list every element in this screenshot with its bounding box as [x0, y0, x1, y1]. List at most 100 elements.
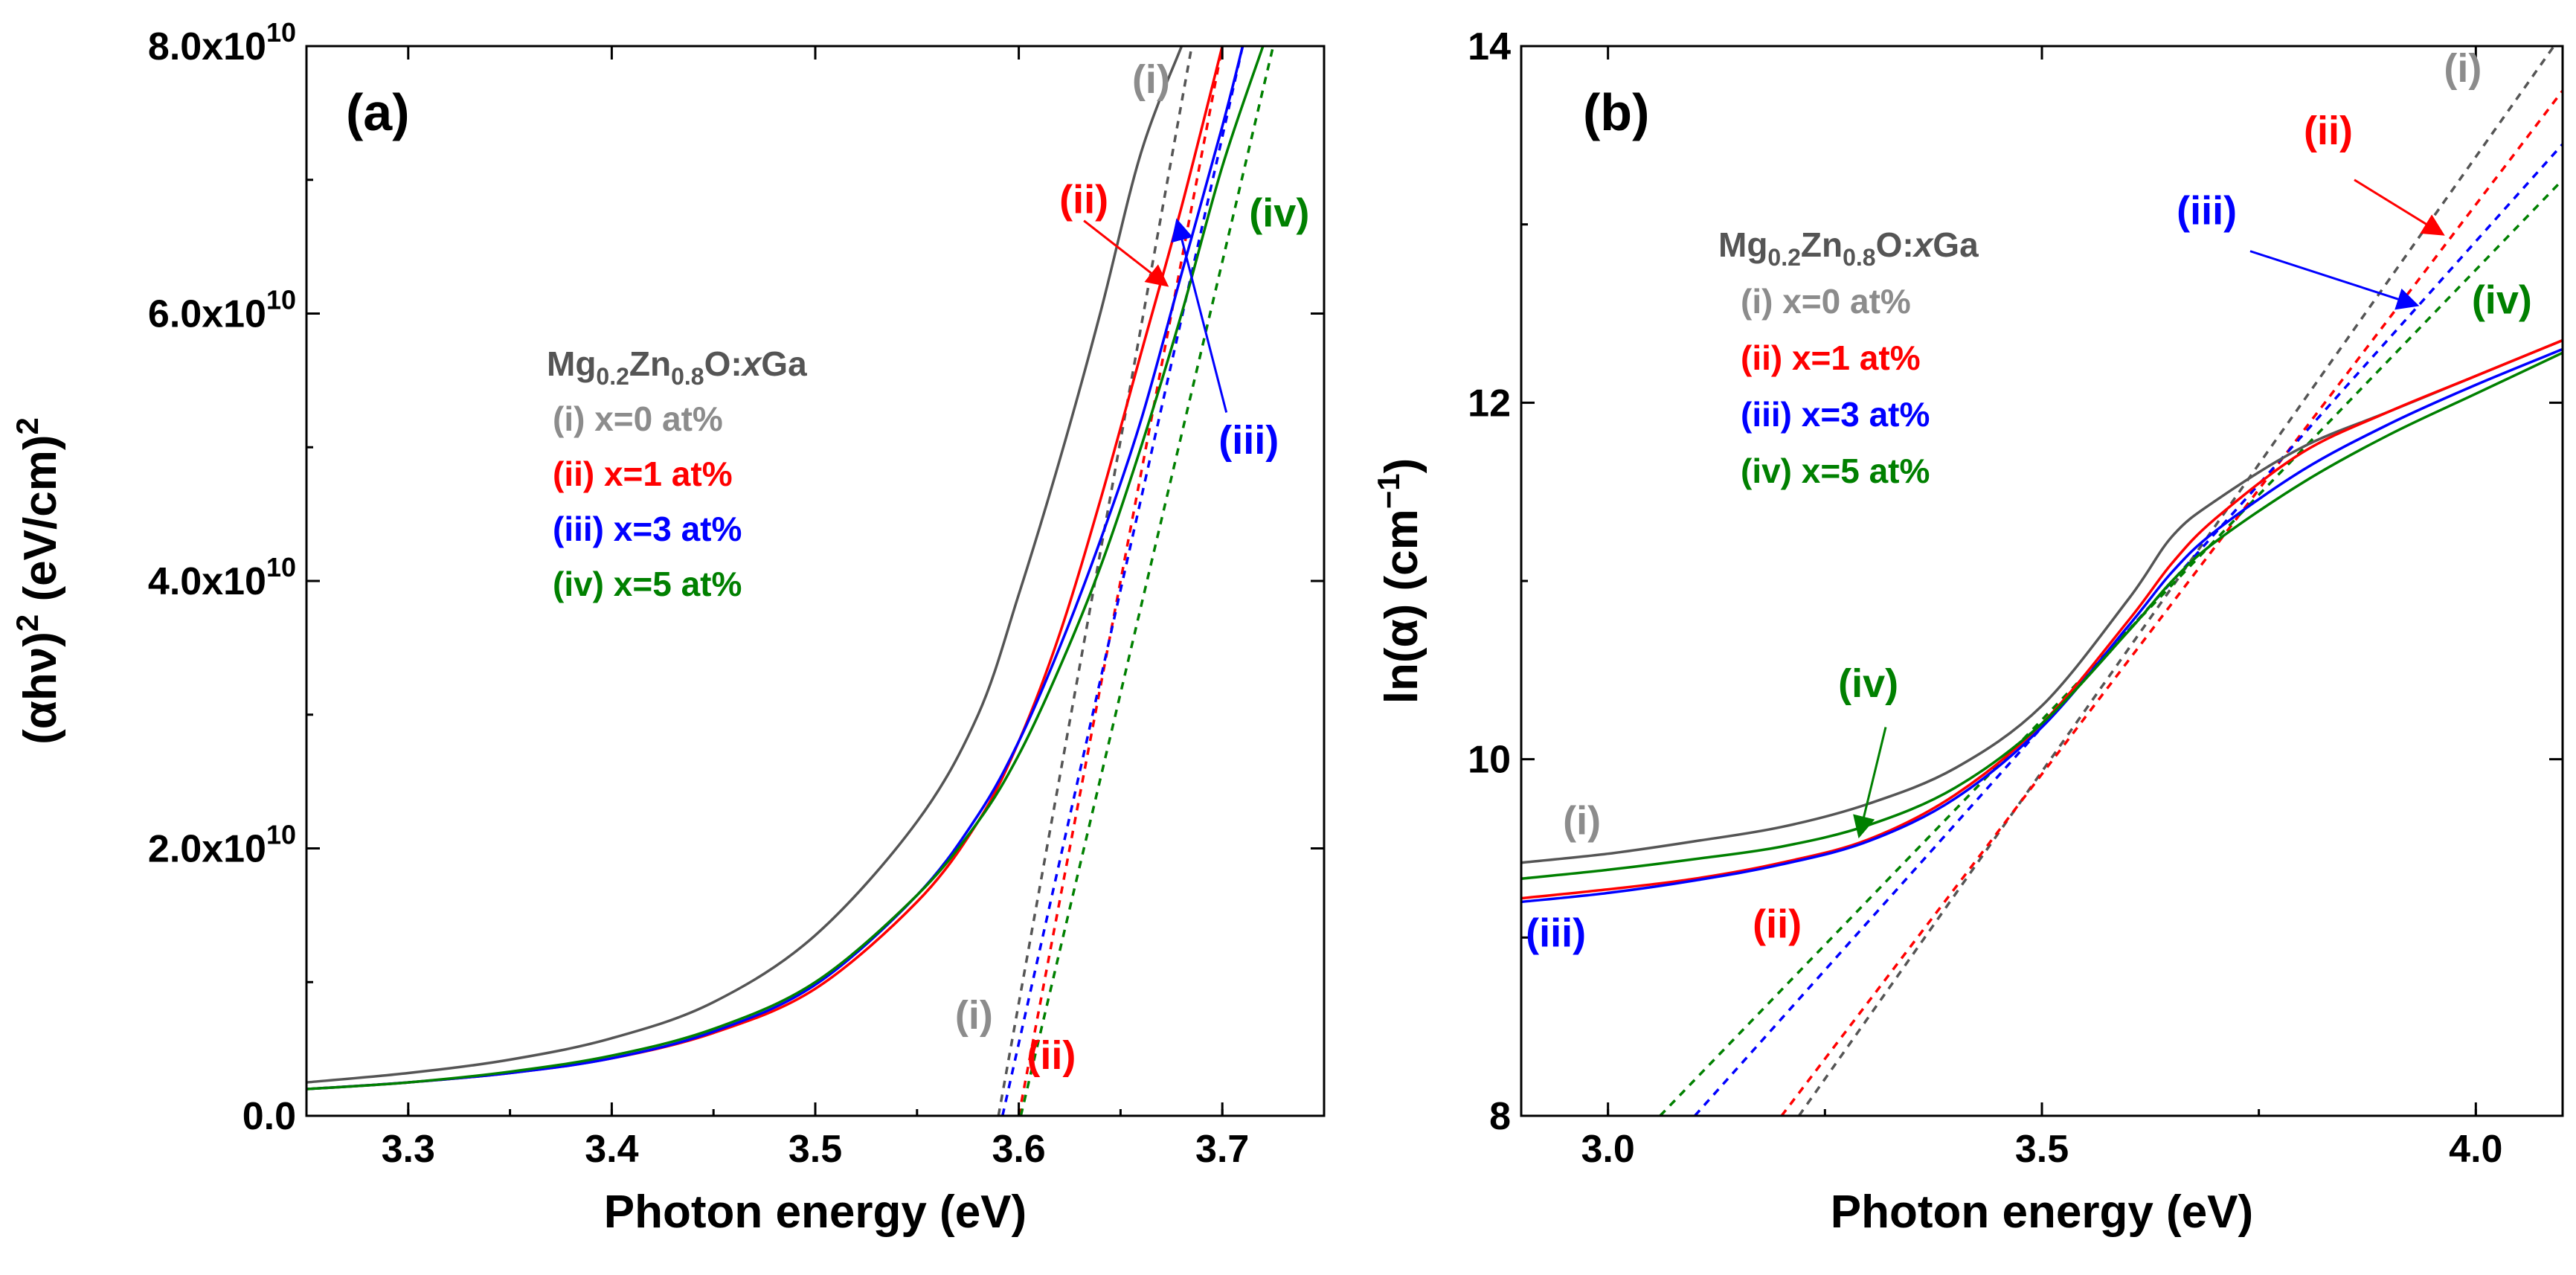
panel-b: 3.0 3.5 4.0 8 10 12 14 Photon energy (eV) ln(α) …	[1371, 25, 2564, 1238]
legend-title-part: Mg	[1718, 225, 1767, 264]
y-tick-base: 2.0x10	[148, 828, 266, 871]
y-tick-exp: 10	[266, 285, 296, 315]
x-tick-label: 3.3	[382, 1128, 435, 1171]
legend-title-part: 0.8	[671, 363, 704, 390]
series-line-1	[306, 46, 1183, 1084]
y-tick-label: 2.0x1010	[148, 820, 296, 871]
annotation-label: (iii)	[1218, 418, 1279, 463]
annotation-label: (i)	[2444, 46, 2482, 91]
legend-title-part: O:	[704, 344, 742, 383]
y-tick-label: 4.0x1010	[148, 552, 296, 603]
legend-entry-3: (iii) x=3 at%	[553, 510, 742, 548]
y-title-main: (αhν)	[15, 632, 66, 745]
y-tick-exp: 10	[266, 17, 296, 48]
legend-entry-2: (ii) x=1 at%	[553, 455, 733, 493]
annotation-label: (ii)	[1027, 1033, 1076, 1078]
legend-title-part: Zn	[629, 344, 671, 383]
annotation-label: (ii)	[2304, 109, 2353, 153]
y-tick-label: 8.0x1010	[148, 17, 296, 68]
legend-title-part: x	[740, 344, 763, 383]
x-tick-label: 3.6	[992, 1128, 1045, 1171]
annotation-label: (ii)	[1753, 902, 1802, 946]
legend-title-part: 0.2	[1767, 244, 1800, 271]
y-tick-base: 14	[1468, 25, 1511, 68]
series-line-3	[1521, 347, 2563, 904]
legend-title-part: O:	[1876, 225, 1914, 264]
annotation-label: (ii)	[1059, 178, 1108, 222]
fit-line-2	[1017, 46, 1224, 1116]
series-line-2	[1521, 338, 2563, 900]
y-axis-title: ln(α) (cm−1)	[1371, 458, 1427, 704]
annotation-label: (iv)	[2472, 278, 2532, 323]
legend-title-part: Ga	[761, 344, 807, 383]
annotation-label: (i)	[1132, 57, 1170, 102]
y-tick-label: 8	[1489, 1095, 1511, 1138]
legend-title-part: 0.8	[1843, 244, 1875, 271]
fit-line-2	[1780, 89, 2563, 1116]
y-axis-title: (αhν)2 (eV/cm)2	[10, 417, 66, 745]
fit-line-4	[1659, 179, 2563, 1116]
annotation-arrow	[2249, 250, 2420, 310]
legend-title: Mg0.2Zn0.8O:xGa	[1718, 225, 1979, 271]
y-title-rest: )	[1376, 458, 1427, 474]
y-tick-exp: 10	[266, 820, 296, 850]
x-tick-label: 3.5	[788, 1128, 842, 1171]
panel-label: (a)	[346, 83, 410, 141]
y-title-main: ln(α) (cm	[1376, 509, 1427, 704]
y-tick-base: 8.0x10	[148, 25, 266, 68]
x-tick-label: 3.5	[2015, 1128, 2069, 1171]
legend-title-part: Mg	[547, 344, 596, 383]
series-line-1	[1521, 338, 2563, 864]
legend: Mg0.2Zn0.8O:xGa (i) x=0 at% (ii) x=1 at% (i…	[1718, 225, 1979, 490]
legend-title-part: Zn	[1801, 225, 1843, 264]
legend-title: Mg0.2Zn0.8O:xGa	[547, 344, 807, 390]
series-line-3	[306, 46, 1244, 1091]
y-title-sup: −1	[1371, 473, 1406, 509]
annotation-label: (i)	[955, 993, 993, 1038]
series-line-4	[1521, 351, 2563, 880]
y-tick-label: 10	[1468, 739, 1511, 782]
y-tick-base: 0.0	[242, 1095, 296, 1138]
annotation-label: (iii)	[2177, 189, 2237, 234]
annotation-label: (iv)	[1249, 191, 1309, 236]
x-tick-label: 3.7	[1195, 1128, 1249, 1171]
panel-a: 3.3 3.4 3.5 3.6 3.70.02.0x10104.0x10106.0x10…	[10, 17, 1326, 1238]
y-tick-base: 12	[1468, 382, 1511, 425]
legend-entry-3: (iii) x=3 at%	[1741, 395, 1930, 434]
annotation-label: (iv)	[1838, 661, 1898, 706]
x-axis-title: Photon energy (eV)	[604, 1186, 1027, 1238]
y-title-sup2: 2	[10, 417, 45, 434]
y-tick-label: 12	[1468, 382, 1511, 425]
annotation-label: (iii)	[1526, 911, 1586, 955]
legend-entry-1: (i) x=0 at%	[553, 399, 723, 438]
plot-frame	[305, 45, 1326, 1117]
annotation-arrow	[1083, 219, 1169, 287]
annotation-arrow	[1171, 218, 1228, 413]
legend: Mg0.2Zn0.8O:xGa (i) x=0 at% (ii) x=1 at% (i…	[547, 344, 807, 603]
plot-frame	[1520, 45, 2564, 1117]
y-tick-label: 0.0	[242, 1095, 296, 1138]
annotation-label: (i)	[1563, 798, 1601, 843]
y-tick-base: 10	[1468, 739, 1511, 782]
y-tick-label: 14	[1468, 25, 1511, 68]
legend-entry-4: (iv) x=5 at%	[553, 565, 742, 603]
y-tick-label: 6.0x1010	[148, 285, 296, 336]
y-tick-base: 6.0x10	[148, 293, 266, 336]
y-title-rest: (eV/cm)	[15, 435, 66, 614]
y-title-sup: 2	[10, 614, 45, 632]
x-tick-label: 4.0	[2449, 1128, 2502, 1171]
plot-area	[306, 46, 1275, 1116]
panel-label: (b)	[1583, 83, 1649, 141]
fit-line-3	[1001, 46, 1244, 1116]
x-tick-label: 3.4	[585, 1128, 638, 1171]
x-axis-title: Photon energy (eV)	[1831, 1186, 2253, 1238]
legend-title-part: 0.2	[596, 363, 629, 390]
annotation-arrow	[2354, 179, 2445, 236]
annotation-arrow	[1853, 727, 1887, 839]
series-line-4	[306, 46, 1265, 1091]
plot-area	[1521, 46, 2563, 1116]
y-tick-base: 4.0x10	[148, 560, 266, 603]
legend-entry-1: (i) x=0 at%	[1741, 282, 1911, 321]
x-tick-label: 3.0	[1581, 1128, 1635, 1171]
